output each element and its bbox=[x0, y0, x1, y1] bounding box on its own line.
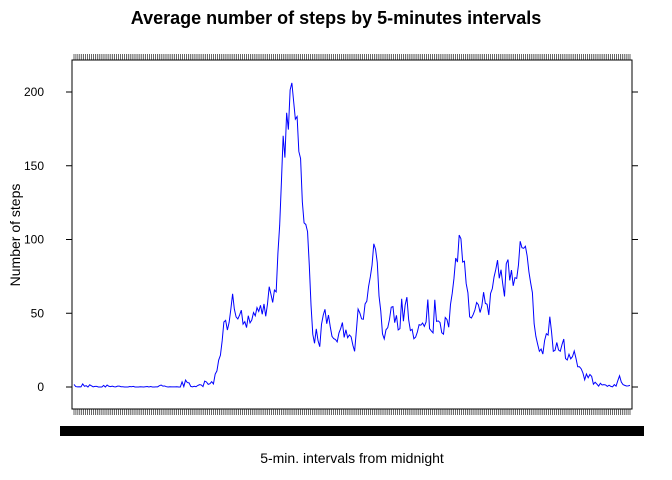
y-tick-label: 50 bbox=[31, 306, 45, 320]
x-axis-ticks bbox=[60, 54, 644, 436]
y-tick-label: 0 bbox=[37, 380, 44, 394]
series-line bbox=[73, 82, 631, 389]
y-tick-label: 150 bbox=[24, 159, 44, 173]
y-axis-label: Number of steps bbox=[7, 184, 23, 287]
plot-frame bbox=[71, 59, 633, 410]
x-tick-labels-overlap bbox=[60, 426, 644, 436]
x-axis-label: 5-min. intervals from midnight bbox=[260, 450, 444, 466]
y-tick-label: 200 bbox=[24, 85, 44, 99]
chart-title: Average number of steps by 5-minutes int… bbox=[131, 8, 541, 28]
y-axis-ticks: 0 50 100 150 200 bbox=[24, 85, 638, 394]
y-tick-label: 100 bbox=[24, 233, 44, 247]
